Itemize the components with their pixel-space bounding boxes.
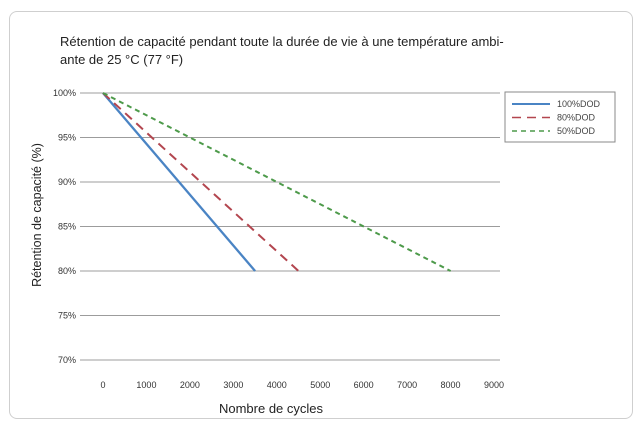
- x-tick-label: 1000: [136, 380, 156, 390]
- x-tick-label: 2000: [180, 380, 200, 390]
- y-tick-label: 90%: [58, 177, 76, 187]
- chart-title-line-1: Rétention de capacité pendant toute la d…: [60, 34, 504, 49]
- y-tick-label: 85%: [58, 222, 76, 232]
- x-tick-label: 4000: [267, 380, 287, 390]
- y-tick-label: 95%: [58, 133, 76, 143]
- x-tick-label: 7000: [397, 380, 417, 390]
- y-tick-label: 100%: [53, 88, 76, 98]
- x-tick-label: 6000: [354, 380, 374, 390]
- y-axis-label: Rétention de capacité (%): [30, 143, 44, 287]
- x-tick-label: 3000: [223, 380, 243, 390]
- legend-item: 100%DOD: [512, 99, 601, 109]
- series-lines: [102, 92, 452, 272]
- legend-label: 50%DOD: [557, 126, 596, 136]
- y-tick-label: 70%: [58, 355, 76, 365]
- chart-title: Rétention de capacité pendant toute la d…: [60, 33, 504, 69]
- chart-title-line-2: ante de 25 °C (77 °F): [60, 52, 184, 67]
- legend-box: [504, 91, 616, 143]
- gridlines: [80, 92, 500, 361]
- x-tick-label: 0: [100, 380, 105, 390]
- y-axis-ticks: 100% 95% 90% 85% 80% 75% 70%: [53, 88, 76, 365]
- series-line-100-dod: [102, 92, 256, 272]
- chart-frame: [9, 11, 633, 419]
- x-axis-label: Nombre de cycles: [219, 401, 324, 416]
- x-axis-ticks: 0 1000 2000 3000 4000 5000 6000 7000 8000 9000: [100, 380, 504, 390]
- y-tick-label: 75%: [58, 311, 76, 321]
- x-tick-label: 5000: [310, 380, 330, 390]
- legend-label: 100%DOD: [557, 99, 601, 109]
- x-tick-label: 9000: [484, 380, 504, 390]
- x-tick-label: 8000: [441, 380, 461, 390]
- series-line-50-dod: [102, 92, 452, 272]
- y-tick-label: 80%: [58, 266, 76, 276]
- legend-item: 80%DOD: [512, 113, 596, 123]
- legend-label: 80%DOD: [557, 113, 596, 123]
- legend-item: 50%DOD: [512, 126, 596, 136]
- legend: 100%DOD 80%DOD 50%DOD: [504, 91, 616, 143]
